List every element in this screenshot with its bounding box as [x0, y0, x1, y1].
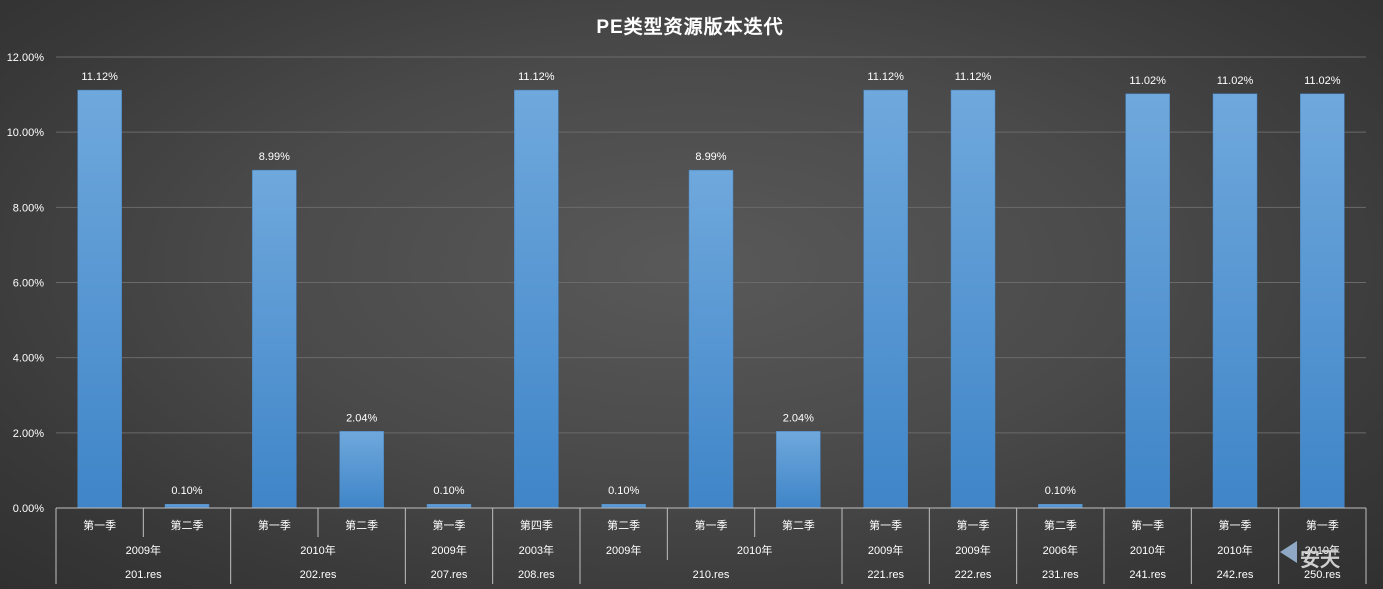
- bar: [688, 169, 734, 509]
- year-label: 2009年: [955, 543, 990, 557]
- data-labels: 11.12% 0.10% 8.99% 2.04% 0.10% 11.12% 0.10% 8.9…: [81, 71, 1340, 497]
- file-label: 231.res: [1042, 569, 1079, 581]
- file-label: 201.res: [125, 569, 162, 581]
- year-label: 2010年: [737, 543, 772, 557]
- quarter-label: 第一季: [695, 518, 728, 532]
- quarter-label: 第二季: [345, 518, 378, 532]
- file-label: 222.res: [955, 569, 992, 581]
- file-label: 208.res: [518, 569, 555, 581]
- quarter-label: 第一季: [1131, 518, 1164, 532]
- bar: [863, 89, 908, 509]
- quarter-label: 第一季: [433, 518, 466, 532]
- data-label: 11.12%: [955, 71, 992, 83]
- quarter-label: 第一季: [83, 518, 116, 532]
- data-label: 11.12%: [518, 71, 555, 83]
- data-label: 0.10%: [433, 485, 464, 497]
- x-axis: 第一季 第二季 第一季 第二季 第一季 第四季 第二季 第一季 第二季 第一季 第一季 第二季 第一季 第…: [55, 507, 1367, 584]
- quarter-label: 第二季: [1044, 518, 1077, 532]
- data-label: 8.99%: [259, 151, 290, 163]
- bar: [776, 431, 821, 509]
- y-tick-label: 8.00%: [13, 202, 44, 214]
- year-label: 2010年: [1305, 543, 1340, 557]
- quarter-label: 第二季: [607, 518, 640, 532]
- quarter-label: 第四季: [520, 518, 553, 532]
- bar: [950, 89, 996, 509]
- year-label: 2010年: [300, 543, 335, 557]
- file-label: 242.res: [1217, 569, 1254, 581]
- y-tick-label: 6.00%: [13, 278, 44, 290]
- year-label: 2009年: [606, 543, 641, 557]
- data-label: 11.02%: [1304, 75, 1341, 87]
- bar: [514, 89, 559, 509]
- bar: [339, 431, 384, 509]
- data-label: 2.04%: [346, 412, 377, 424]
- year-label: 2006年: [1043, 543, 1078, 557]
- bar: [1212, 93, 1258, 509]
- bar: [252, 169, 297, 509]
- year-label: 2010年: [1130, 543, 1165, 557]
- file-label: 250.res: [1304, 569, 1341, 581]
- y-tick-label: 12.00%: [7, 52, 45, 64]
- y-tick-label: 4.00%: [13, 353, 44, 365]
- data-label: 11.12%: [867, 71, 904, 83]
- watermark-shape: [1280, 541, 1297, 563]
- file-label: 210.res: [693, 569, 730, 581]
- quarter-label: 第二季: [171, 518, 204, 532]
- year-label: 2009年: [868, 543, 903, 557]
- quarter-label: 第一季: [1306, 518, 1339, 532]
- bar: [601, 503, 646, 509]
- file-label: 221.res: [867, 569, 904, 581]
- data-label: 0.10%: [608, 485, 639, 497]
- year-label: 2003年: [519, 543, 554, 557]
- bar: [1125, 93, 1170, 509]
- data-label: 2.04%: [783, 412, 814, 424]
- y-tick-label: 10.00%: [7, 127, 45, 139]
- data-label: 11.12%: [81, 71, 118, 83]
- watermark-logo: 安天: [1280, 541, 1341, 571]
- year-label: 2010年: [1217, 543, 1252, 557]
- data-label: 0.10%: [171, 485, 202, 497]
- y-tick-label: 2.00%: [13, 428, 44, 440]
- chart-title: PE类型资源版本迭代: [596, 15, 783, 38]
- watermark-text: 安天: [1300, 547, 1341, 571]
- quarter-label: 第一季: [1219, 518, 1252, 532]
- y-axis-ticks: 0.00% 2.00% 4.00% 6.00% 8.00% 10.00% 12.00%: [7, 52, 45, 515]
- year-label: 2009年: [126, 543, 161, 557]
- file-label: 207.res: [431, 569, 468, 581]
- data-label: 0.10%: [1045, 485, 1076, 497]
- data-label: 11.02%: [1217, 75, 1254, 87]
- y-tick-label: 0.00%: [13, 503, 44, 515]
- bars: [77, 89, 1345, 509]
- quarter-label: 第一季: [869, 518, 902, 532]
- quarter-label: 第一季: [957, 518, 990, 532]
- file-label: 202.res: [300, 569, 337, 581]
- quarter-label: 第二季: [782, 518, 815, 532]
- bar: [426, 503, 472, 509]
- quarter-label: 第一季: [258, 518, 291, 532]
- bar: [1300, 93, 1345, 509]
- file-label: 241.res: [1129, 569, 1166, 581]
- data-label: 8.99%: [695, 151, 726, 163]
- year-label: 2009年: [431, 543, 466, 557]
- bar: [164, 503, 210, 509]
- data-label: 11.02%: [1129, 75, 1166, 87]
- bar: [1038, 503, 1083, 509]
- bar: [77, 89, 122, 509]
